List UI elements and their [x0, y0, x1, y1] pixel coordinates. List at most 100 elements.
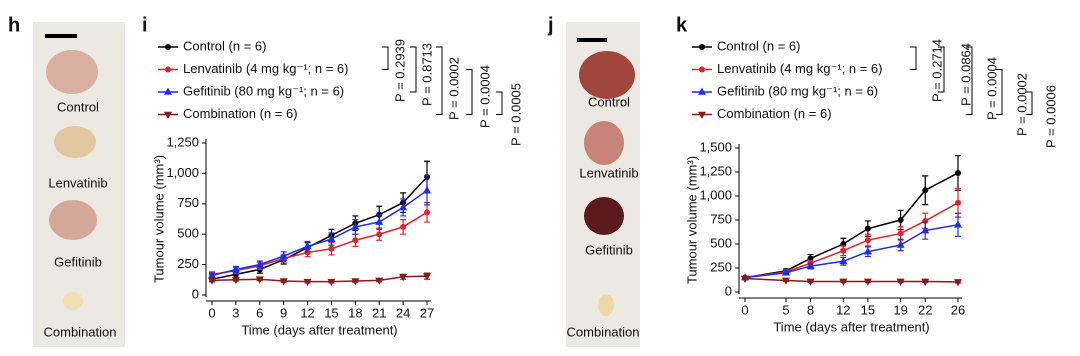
data-point [424, 209, 430, 216]
data-point [231, 277, 240, 285]
data-point [303, 278, 312, 287]
bracket [938, 46, 945, 93]
data-point [423, 186, 431, 194]
photo-label: Control [588, 94, 630, 109]
x-tick-label: 15 [324, 305, 338, 320]
y-axis-title: Tumour volume (mm³) [151, 155, 166, 283]
data-point [839, 278, 848, 286]
p-value: P = 0.8713 [419, 43, 434, 106]
data-point [231, 265, 240, 273]
data-point [351, 278, 360, 286]
x-tick-label: 12 [836, 302, 850, 317]
data-point [255, 276, 264, 284]
y-tick-label: 750 [177, 195, 199, 210]
data-point [955, 169, 961, 176]
legend-label: Control (n = 6) [183, 38, 266, 53]
series-line [744, 172, 959, 279]
y-tick-label: 0 [192, 286, 199, 301]
legend-label: Gefitinib (80 mg kg⁻¹; n = 6) [717, 83, 878, 98]
data-point [863, 278, 872, 286]
data-point [741, 275, 749, 283]
x-tick-label: 27 [420, 305, 434, 320]
data-point [806, 278, 815, 286]
data-point [376, 231, 383, 238]
y-tick-label: 500 [177, 226, 199, 241]
data-point [351, 222, 360, 230]
photo-label: Control [57, 99, 99, 114]
x-tick-label: 6 [256, 305, 263, 320]
data-point [352, 237, 359, 244]
p-value: P = 0.0006 [1043, 85, 1058, 148]
data-point [781, 277, 790, 285]
tumour-photo [54, 126, 96, 158]
data-point [863, 247, 872, 255]
photo-label: Lenvatinib [579, 165, 638, 180]
bracket [496, 91, 503, 115]
photo-label: Combination [567, 324, 640, 339]
data-point [897, 230, 904, 237]
series-line [744, 277, 959, 283]
data-point [279, 278, 288, 286]
x-axis-title: Time (days after treatment) [773, 319, 929, 334]
data-point [897, 217, 904, 223]
data-point [399, 203, 408, 211]
x-tick-label: 22 [918, 302, 932, 317]
data-point [399, 273, 408, 282]
legend-label: Gefitinib (80 mg kg⁻¹; n = 6) [183, 83, 344, 98]
legend-marker [698, 111, 706, 119]
p-value: P = 0.2939 [392, 39, 407, 102]
y-axis-title: Tumour volume (mm³) [684, 156, 699, 284]
data-point [255, 260, 264, 268]
x-tick-label: 8 [807, 302, 814, 317]
p-value: P = 0.0005 [508, 83, 523, 146]
y-tick-label: 1,250 [699, 163, 732, 178]
x-tick-label: 18 [348, 305, 362, 320]
bracket [466, 69, 473, 115]
data-point [303, 241, 312, 250]
x-tick-label: 15 [861, 302, 875, 317]
data-point [922, 187, 929, 194]
series-line [211, 176, 428, 280]
x-tick-label: 24 [396, 305, 410, 320]
data-point [279, 251, 288, 259]
data-point [400, 223, 407, 230]
x-tick-label: 5 [782, 302, 789, 317]
p-value: P = 0.0002 [446, 57, 461, 120]
data-point [806, 261, 815, 269]
legend-label: Lenvatinib (4 mg kg⁻¹; n = 6) [183, 61, 348, 76]
tumour-photo [49, 200, 97, 240]
photo-label: Gefitinib [585, 242, 633, 257]
data-point [864, 225, 871, 232]
data-point [423, 273, 431, 281]
photo-label: Lenvatinib [48, 175, 107, 190]
tumour-photo [579, 51, 635, 99]
photo-label: Combination [44, 324, 117, 339]
legend-marker [164, 87, 172, 95]
panel-label: h [8, 14, 20, 36]
legend-label: Control (n = 6) [717, 38, 800, 53]
data-point [921, 278, 930, 286]
legend-label: Combination (n = 6) [183, 106, 298, 121]
x-tick-label: 3 [232, 305, 239, 320]
y-tick-label: 250 [177, 256, 199, 271]
data-point [328, 245, 335, 252]
y-tick-label: 750 [710, 211, 732, 226]
series-line [211, 189, 428, 277]
series-line [744, 202, 959, 279]
legend-label: Lenvatinib (4 mg kg⁻¹; n = 6) [717, 61, 882, 76]
legend-label: Combination (n = 6) [717, 106, 832, 121]
tumour-photo [46, 50, 98, 94]
p-value: P = 0.0864 [958, 43, 973, 106]
series-line [211, 211, 428, 276]
bracket [910, 46, 917, 70]
data-point [375, 277, 384, 285]
tumour-photo [584, 121, 624, 165]
x-tick-label: 19 [893, 302, 907, 317]
bracket [382, 46, 389, 70]
x-tick-label: 12 [300, 305, 314, 320]
tumour-photo [598, 294, 614, 316]
x-tick-label: 9 [280, 305, 287, 320]
y-tick-label: 1,000 [699, 187, 732, 202]
y-tick-label: 1,000 [166, 165, 199, 180]
